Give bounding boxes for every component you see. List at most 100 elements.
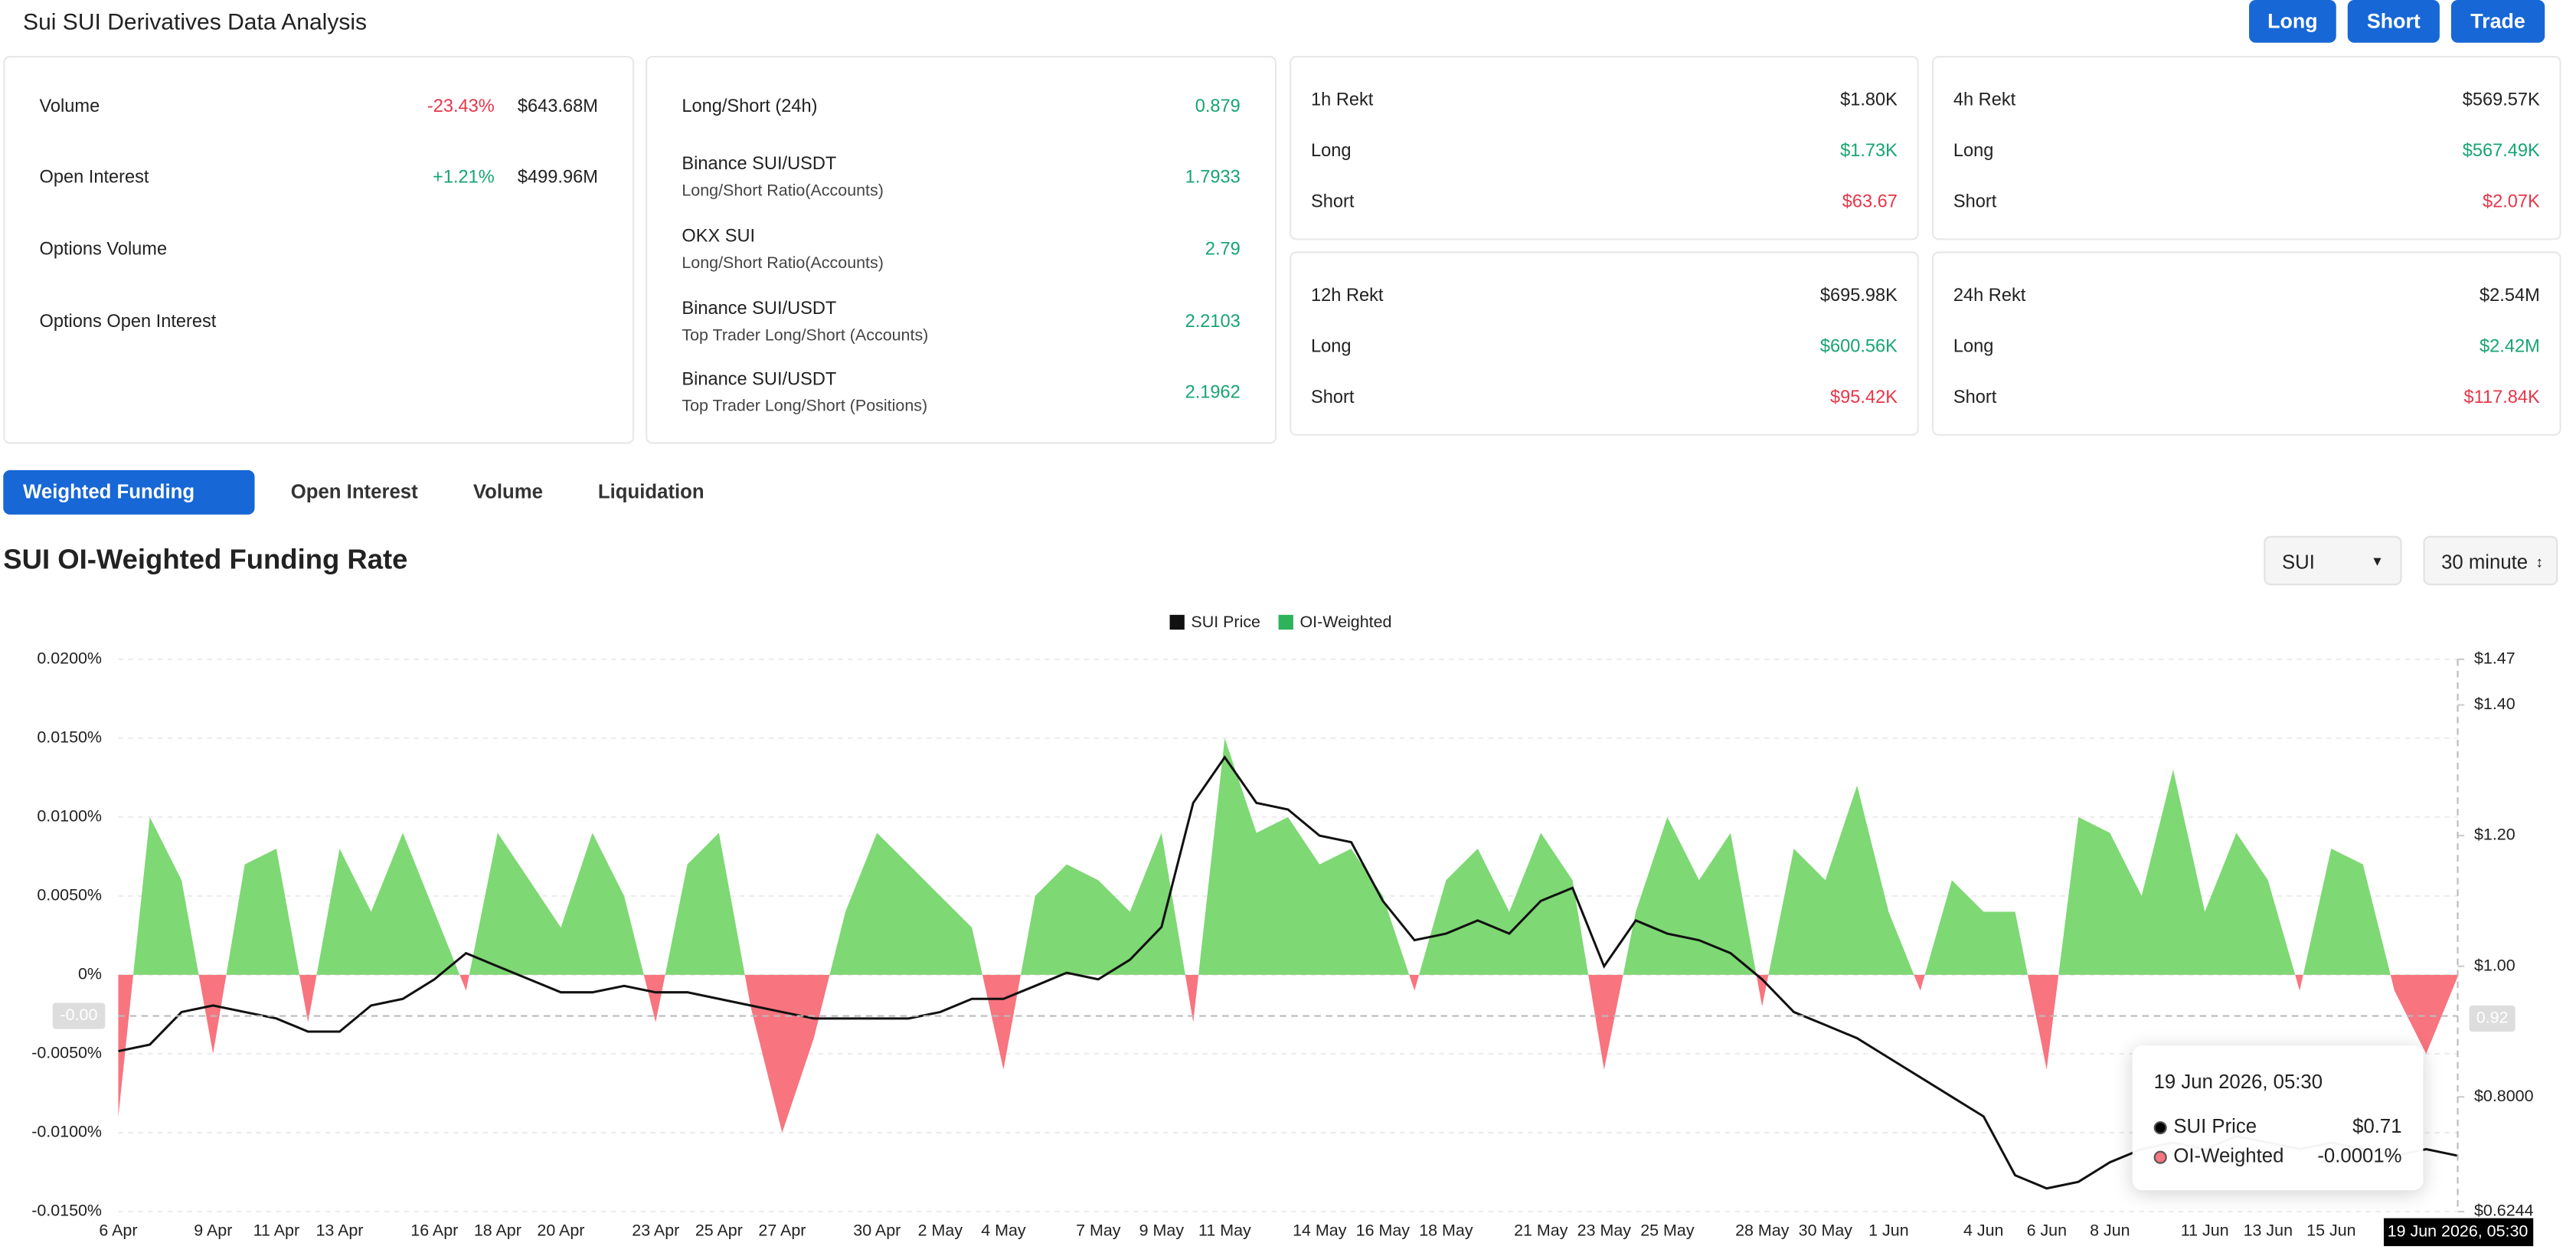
x-tick-label: 14 May: [1293, 1221, 1347, 1239]
rekt-long-label: Long: [1953, 337, 1994, 357]
tooltip-title: 19 Jun 2026, 05:30: [2153, 1070, 2323, 1094]
rekt-total: $569.57K: [2462, 90, 2540, 110]
tooltip-name: OI-Weighted: [2173, 1144, 2284, 1168]
rekt-total: $695.98K: [1819, 286, 1898, 306]
ratio-name: Binance SUI/USDT: [682, 299, 837, 319]
tooltip-value: -0.0001%: [2317, 1144, 2402, 1168]
tooltip-dot: [2153, 1150, 2167, 1164]
y-tick-label: -0.0150%: [31, 1202, 102, 1220]
x-tick-label: 6 Jun: [2027, 1221, 2067, 1239]
tab[interactable]: Volume: [472, 479, 543, 503]
ratio-sub: Top Trader Long/Short (Accounts): [682, 327, 929, 345]
rekt-long: $600.56K: [1819, 337, 1898, 357]
x-tick-label: 11 Apr: [253, 1221, 299, 1239]
rekt-title: 1h Rekt: [1311, 90, 1374, 110]
rekt-short: $63.67: [1842, 192, 1898, 212]
ratio-value: 0.879: [1195, 96, 1241, 117]
legend-swatch: [1278, 614, 1293, 630]
rekt-long-label: Long: [1311, 141, 1352, 162]
rekt-title: 24h Rekt: [1953, 286, 2026, 306]
y-tick-label: -0.0050%: [31, 1044, 102, 1062]
metric-label: Options Volume: [39, 240, 168, 260]
ratio-name: Long/Short (24h): [682, 96, 818, 117]
legend-label: SUI Price: [1191, 613, 1260, 631]
y2-tick-label: $0.6244: [2474, 1202, 2534, 1220]
rekt-short-label: Short: [1311, 388, 1355, 408]
x-tick-label: 23 Apr: [632, 1221, 679, 1239]
metric-label: Open Interest: [39, 167, 149, 188]
y-tick-label: -0.0100%: [31, 1123, 102, 1141]
x-tick-label: 30 May: [1799, 1221, 1853, 1239]
rekt-short-label: Short: [1311, 192, 1355, 212]
y-tick-label: 0.0100%: [37, 807, 102, 826]
rekt-panel: 1h Rekt $1.80K Long $1.73K Short $63.67: [1290, 55, 1919, 240]
metric-label: Volume: [39, 96, 100, 117]
x-tick-label: 8 Jun: [2090, 1221, 2130, 1239]
section-title: SUI OI-Weighted Funding Rate: [3, 544, 408, 576]
crosshair-y-box: [52, 1003, 106, 1029]
metric-value: $643.68M: [517, 96, 598, 117]
x-tick-label: 18 Apr: [474, 1221, 521, 1239]
rekt-short-label: Short: [1953, 192, 1997, 212]
rekt-total: $1.80K: [1840, 90, 1898, 110]
select-text: 30 minute: [2441, 551, 2529, 574]
ratio-value: 2.79: [1205, 240, 1241, 260]
ratio-value: 1.7933: [1185, 167, 1241, 188]
x-tick-label: 6 Apr: [99, 1221, 137, 1239]
x-tick-label: 11 Jun: [2181, 1221, 2229, 1239]
price-line: [118, 755, 2458, 1190]
x-tick-label: 25 May: [1640, 1221, 1695, 1239]
page-title: Sui SUI Derivatives Data Analysis: [23, 8, 368, 35]
y2-tick-label: $1.20: [2474, 826, 2516, 844]
x-tick-label: 4 May: [981, 1221, 1026, 1239]
legend-label: OI-Weighted: [1299, 613, 1391, 631]
x-tick-label: 28 May: [1735, 1221, 1790, 1239]
x-tick-label: 9 Apr: [194, 1221, 232, 1239]
coin-select[interactable]: SUI ▼: [2264, 535, 2402, 586]
crosshair-y2-label: 0.92: [2476, 1009, 2509, 1027]
metric-value: $499.96M: [517, 167, 598, 188]
x-tick-label: 15 Jun: [2306, 1221, 2355, 1239]
short-button[interactable]: Short: [2347, 0, 2440, 43]
x-tick-label: 27 Apr: [758, 1221, 806, 1239]
metric-change: +1.21%: [433, 167, 495, 188]
rekt-short: $2.07K: [2482, 192, 2540, 212]
y-tick-label: 0.0050%: [37, 886, 102, 904]
y2-tick-label: $1.40: [2474, 695, 2516, 713]
trade-button[interactable]: Trade: [2450, 0, 2545, 43]
tab[interactable]: Open Interest: [290, 479, 418, 503]
rekt-panel: 12h Rekt $695.98K Long $600.56K Short $95.42K: [1290, 251, 1919, 436]
y-tick-label: 0%: [78, 965, 102, 983]
tab-active[interactable]: Weighted Funding Rate: [3, 469, 255, 548]
y-tick-label: 0.0150%: [37, 728, 102, 746]
x-tick-label: 13 Apr: [315, 1221, 363, 1239]
tooltip-value: $0.71: [2352, 1114, 2402, 1138]
x-tick-label: 9 May: [1139, 1221, 1185, 1239]
ratio-name: OKX SUI: [682, 227, 756, 247]
x-tick-label: 7 May: [1076, 1221, 1121, 1239]
y-tick-label: 0.0200%: [37, 649, 102, 667]
long-button[interactable]: Long: [2249, 0, 2336, 43]
rekt-long-label: Long: [1311, 337, 1352, 357]
tooltip: 19 Jun 2026, 05:30 SUI Price $0.71 OI-Weig…: [2132, 1045, 2424, 1191]
ratio-sub: Top Trader Long/Short (Positions): [682, 397, 928, 417]
x-tick-label: 20 Apr: [537, 1221, 584, 1239]
x-tick-label: 25 Apr: [695, 1221, 743, 1239]
x-tick-label: 4 Jun: [1963, 1221, 2003, 1239]
ratio-value: 2.2103: [1185, 312, 1241, 332]
tab[interactable]: Liquidation: [597, 479, 704, 503]
interval-select[interactable]: 30 minute ↕: [2423, 535, 2558, 586]
ratio-sub: Long/Short Ratio(Accounts): [682, 254, 884, 273]
x-tick-label: 18 May: [1419, 1221, 1473, 1239]
legend-swatch: [1169, 614, 1185, 630]
tooltip-dot: [2153, 1120, 2167, 1135]
rekt-long: $1.73K: [1840, 141, 1898, 162]
rekt-title: 4h Rekt: [1953, 90, 2016, 110]
x-tick-label: 13 Jun: [2244, 1221, 2293, 1239]
x-tick-label: 16 May: [1356, 1221, 1411, 1239]
rekt-long: $567.49K: [2462, 141, 2540, 162]
x-tick-label: 16 Apr: [410, 1221, 458, 1239]
x-tick-label: 11 May: [1198, 1221, 1251, 1239]
